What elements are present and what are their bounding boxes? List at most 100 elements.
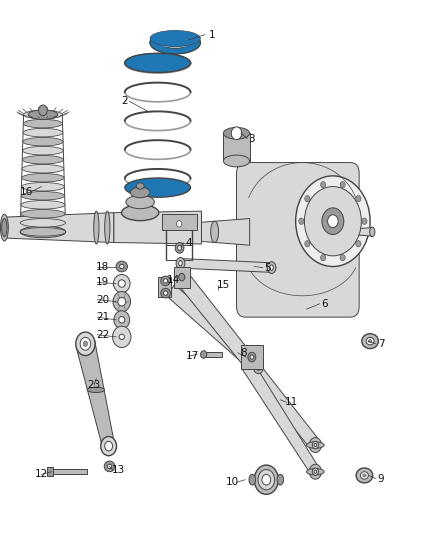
Ellipse shape [113,326,131,348]
Ellipse shape [258,470,275,490]
Ellipse shape [254,362,263,374]
Ellipse shape [126,195,154,209]
Polygon shape [177,271,319,450]
Ellipse shape [94,211,99,244]
Text: 15: 15 [217,280,230,290]
Ellipse shape [312,468,318,475]
Bar [223,133,250,161]
Ellipse shape [163,279,168,283]
Ellipse shape [119,334,124,340]
Text: 12: 12 [35,470,48,479]
Text: 19: 19 [96,278,110,287]
Bar [204,352,222,357]
Circle shape [296,176,370,266]
Polygon shape [4,213,114,243]
Ellipse shape [22,165,64,173]
Ellipse shape [161,276,170,286]
Ellipse shape [262,474,271,485]
Ellipse shape [21,219,65,227]
Ellipse shape [21,209,65,218]
Ellipse shape [211,221,219,243]
FancyBboxPatch shape [237,163,359,317]
Circle shape [321,254,326,261]
Ellipse shape [163,291,168,295]
Ellipse shape [363,474,366,477]
Ellipse shape [150,30,201,46]
Ellipse shape [131,187,150,198]
Ellipse shape [125,53,191,72]
Text: 23: 23 [88,380,101,390]
Ellipse shape [23,119,63,128]
Ellipse shape [356,468,373,483]
Ellipse shape [362,334,378,349]
Ellipse shape [309,464,321,479]
Polygon shape [180,259,272,272]
Bar [47,467,53,476]
Text: 3: 3 [248,134,255,143]
Ellipse shape [118,280,125,287]
Text: 2: 2 [121,96,128,106]
Ellipse shape [248,352,256,362]
Ellipse shape [114,311,130,329]
Ellipse shape [113,274,130,293]
Ellipse shape [360,472,368,479]
Circle shape [105,441,113,451]
Text: 22: 22 [96,330,110,340]
Ellipse shape [21,182,64,191]
Text: 13: 13 [112,465,125,475]
Ellipse shape [136,183,144,189]
Ellipse shape [176,257,185,269]
Ellipse shape [116,261,127,272]
Ellipse shape [20,228,66,236]
Polygon shape [201,219,250,245]
Bar [162,214,197,230]
Bar [241,345,263,369]
Ellipse shape [370,227,375,237]
Ellipse shape [21,200,65,209]
Circle shape [177,221,182,227]
Ellipse shape [20,226,66,238]
Text: 17: 17 [186,351,199,361]
Circle shape [201,351,207,358]
Circle shape [305,240,310,247]
Ellipse shape [125,178,191,197]
Ellipse shape [107,464,112,469]
Polygon shape [167,285,262,374]
Circle shape [356,196,361,202]
Circle shape [321,182,326,188]
Ellipse shape [121,205,159,221]
Text: 16: 16 [20,187,33,197]
Text: 9: 9 [378,474,385,483]
Bar [174,266,190,288]
Ellipse shape [179,261,182,266]
Circle shape [356,240,361,247]
Polygon shape [350,228,372,236]
Ellipse shape [21,191,65,200]
Ellipse shape [119,317,125,323]
Ellipse shape [254,465,279,495]
Polygon shape [114,211,201,244]
Ellipse shape [223,127,250,139]
Ellipse shape [0,214,8,241]
Circle shape [76,332,95,356]
Ellipse shape [113,292,131,312]
Text: 20: 20 [96,295,110,304]
Bar [52,469,87,474]
Ellipse shape [28,110,58,119]
Polygon shape [76,341,114,448]
Ellipse shape [277,474,284,485]
Ellipse shape [267,262,276,273]
Ellipse shape [179,273,185,281]
Ellipse shape [2,219,7,237]
Circle shape [80,337,91,350]
Ellipse shape [105,211,110,244]
Ellipse shape [223,155,250,167]
Circle shape [305,196,310,202]
Ellipse shape [157,33,193,47]
Ellipse shape [22,156,64,164]
Ellipse shape [163,37,187,49]
Circle shape [304,187,361,256]
Text: 11: 11 [285,398,298,407]
Ellipse shape [120,264,124,269]
Ellipse shape [309,438,321,453]
